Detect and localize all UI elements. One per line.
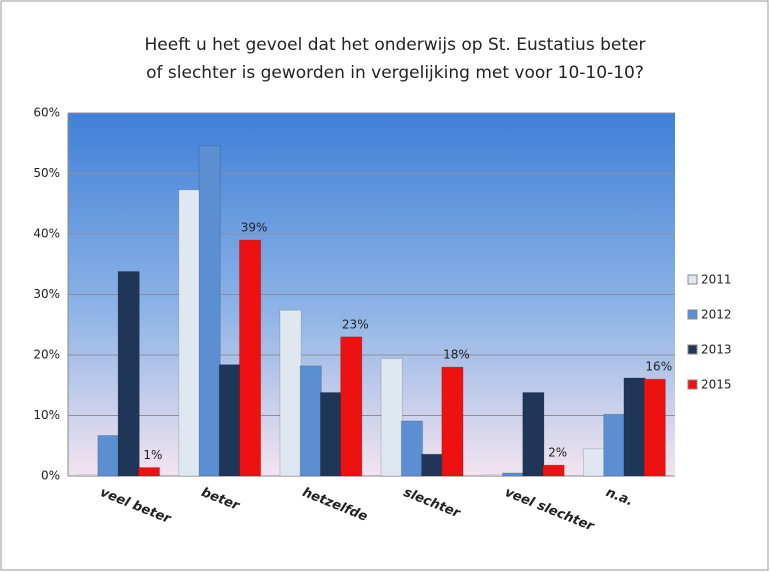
bar — [441, 366, 464, 477]
y-tick-label: 10% — [33, 408, 60, 422]
bar — [198, 145, 221, 477]
bar — [400, 420, 424, 477]
y-tick-label: 40% — [33, 227, 60, 241]
bar — [623, 377, 646, 477]
y-tick-label: 50% — [33, 166, 60, 180]
bar — [542, 464, 565, 477]
bar — [238, 239, 262, 477]
legend-swatch — [687, 344, 698, 355]
bar — [380, 358, 403, 477]
bar — [481, 474, 505, 477]
bar — [299, 365, 322, 477]
bar — [279, 309, 302, 477]
bar — [522, 392, 545, 477]
y-tick-label: 60% — [33, 106, 60, 120]
bar — [502, 472, 525, 477]
y-tick-label: 20% — [33, 348, 60, 362]
data-label: 18% — [443, 348, 470, 362]
legend-label: 2012 — [701, 308, 732, 322]
bar — [643, 378, 666, 477]
legend-label: 2015 — [701, 378, 732, 392]
bar — [340, 336, 363, 477]
data-label: 2% — [548, 446, 567, 460]
bar — [319, 392, 343, 477]
bar — [582, 448, 606, 477]
bar — [421, 453, 444, 477]
bar — [97, 434, 120, 477]
data-label: 16% — [645, 360, 672, 374]
data-label: 39% — [241, 221, 268, 235]
y-tick-label: 30% — [33, 287, 60, 301]
chart-title: Heeft u het gevoel dat het onderwijs op … — [145, 35, 646, 55]
bar — [603, 413, 626, 477]
bar — [77, 474, 100, 477]
bar — [137, 467, 161, 477]
bar — [117, 271, 140, 477]
data-label: 1% — [143, 448, 162, 462]
legend-swatch — [687, 274, 698, 285]
legend-label: 2011 — [701, 273, 732, 287]
chart-title: of slechter is geworden in vergelijking … — [146, 63, 644, 83]
legend-swatch — [687, 309, 698, 320]
data-label: 23% — [342, 317, 369, 331]
legend-label: 2013 — [701, 343, 732, 357]
bar — [178, 189, 201, 477]
bar — [218, 364, 241, 477]
legend-swatch — [687, 379, 698, 390]
y-tick-label: 0% — [41, 469, 60, 483]
